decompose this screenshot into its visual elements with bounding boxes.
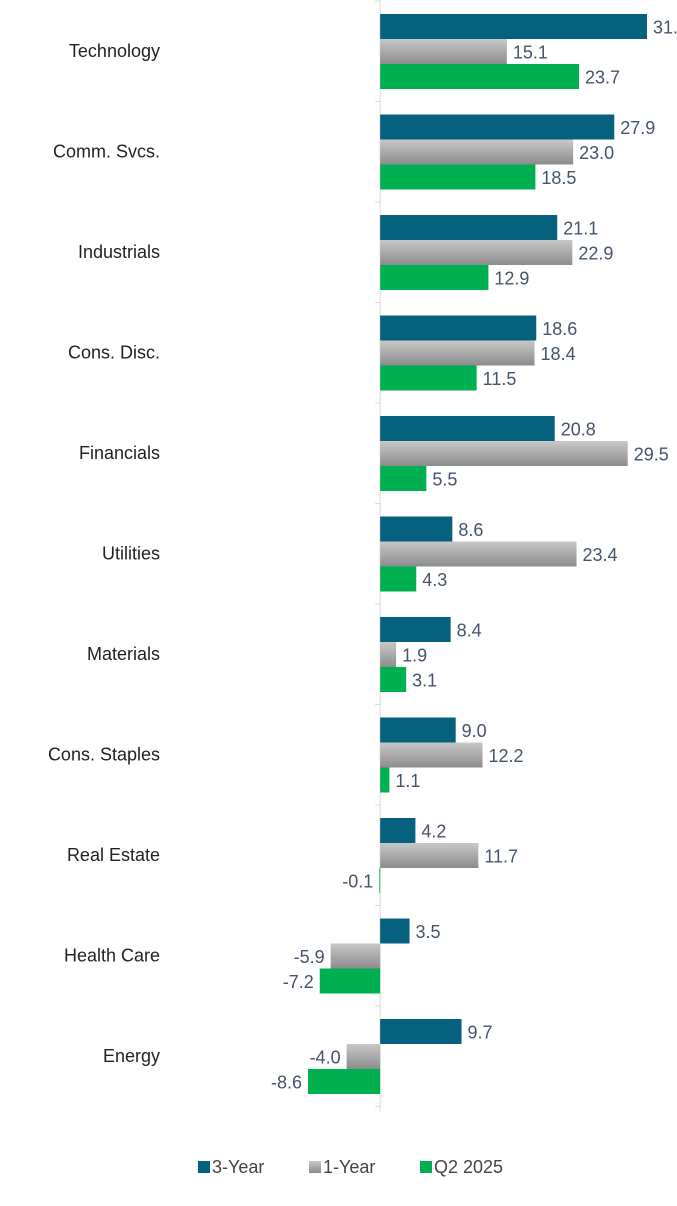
bar xyxy=(380,340,535,366)
bar xyxy=(380,742,483,768)
bar xyxy=(380,617,451,642)
value-label: 18.4 xyxy=(541,344,576,364)
category-label: Real Estate xyxy=(67,845,160,865)
category-label: Comm. Svcs. xyxy=(53,141,160,161)
legend-label: 1-Year xyxy=(323,1157,375,1177)
legend-label: 3-Year xyxy=(212,1157,264,1177)
category-label: Health Care xyxy=(64,945,160,965)
bar xyxy=(380,139,574,165)
bar xyxy=(380,516,453,542)
value-label: 15.1 xyxy=(513,42,548,62)
bar xyxy=(380,566,417,592)
legend-swatch xyxy=(420,1161,432,1173)
value-label: -4.0 xyxy=(310,1047,341,1067)
bar xyxy=(380,1019,462,1044)
value-label: 27.9 xyxy=(620,118,655,138)
value-label: 4.2 xyxy=(421,821,446,841)
category-label: Technology xyxy=(69,41,160,61)
legend-label: Q2 2025 xyxy=(434,1157,503,1177)
bar xyxy=(380,64,580,89)
bar xyxy=(380,918,410,944)
value-label: -7.2 xyxy=(283,972,314,992)
value-label: 18.5 xyxy=(541,168,576,188)
category-label: Materials xyxy=(87,644,160,664)
bar xyxy=(379,868,381,893)
value-label: 9.0 xyxy=(462,721,487,741)
value-label: 11.5 xyxy=(483,369,517,389)
bar xyxy=(380,215,558,240)
value-label: -5.9 xyxy=(294,947,325,967)
value-label: 1.1 xyxy=(395,771,420,791)
category-label: Energy xyxy=(103,1046,160,1066)
value-label: 21.1 xyxy=(563,218,598,238)
category-label: Cons. Disc. xyxy=(68,342,160,362)
bar xyxy=(380,265,489,290)
value-label: 22.9 xyxy=(578,243,613,263)
bar xyxy=(380,441,628,466)
bar xyxy=(330,943,381,969)
bar xyxy=(380,39,507,64)
bar xyxy=(346,1044,381,1069)
bar xyxy=(380,642,397,667)
value-label: 23.7 xyxy=(585,67,620,87)
bar xyxy=(380,114,615,140)
value-label: 12.9 xyxy=(494,268,529,288)
bar xyxy=(380,416,555,441)
category-label: Financials xyxy=(79,443,160,463)
value-label: 23.4 xyxy=(583,545,618,565)
bar xyxy=(380,767,390,793)
value-label: 5.5 xyxy=(432,469,457,489)
bar xyxy=(380,365,477,391)
value-label: 12.2 xyxy=(489,746,524,766)
value-label: 18.6 xyxy=(542,319,577,339)
value-label: 4.3 xyxy=(422,570,447,590)
value-label: 8.6 xyxy=(458,520,483,540)
bar xyxy=(380,818,416,843)
legend-swatch xyxy=(198,1161,210,1173)
value-label: 8.4 xyxy=(457,620,482,640)
bar xyxy=(380,667,407,692)
bar xyxy=(380,466,427,491)
value-label: -8.6 xyxy=(271,1072,302,1092)
value-label: 31.8 xyxy=(653,17,677,37)
bar xyxy=(380,541,577,567)
bar xyxy=(380,240,573,265)
value-label: 29.5 xyxy=(634,444,669,464)
value-label: 3.5 xyxy=(416,922,441,942)
value-label: 3.1 xyxy=(412,670,437,690)
legend-swatch xyxy=(309,1161,321,1173)
value-label: 20.8 xyxy=(561,419,596,439)
category-label: Utilities xyxy=(102,543,160,563)
category-label: Cons. Staples xyxy=(48,744,160,764)
value-label: 1.9 xyxy=(402,645,427,665)
bar xyxy=(380,717,456,743)
bar xyxy=(380,843,479,868)
value-label: -0.1 xyxy=(342,871,373,891)
value-label: 11.7 xyxy=(484,846,518,866)
value-label: 23.0 xyxy=(579,143,614,163)
value-label: 9.7 xyxy=(468,1022,493,1042)
bar xyxy=(319,968,381,994)
bar xyxy=(380,315,537,341)
bar xyxy=(308,1069,381,1094)
bar xyxy=(380,14,647,39)
category-label: Industrials xyxy=(78,242,160,262)
bar xyxy=(380,164,536,190)
